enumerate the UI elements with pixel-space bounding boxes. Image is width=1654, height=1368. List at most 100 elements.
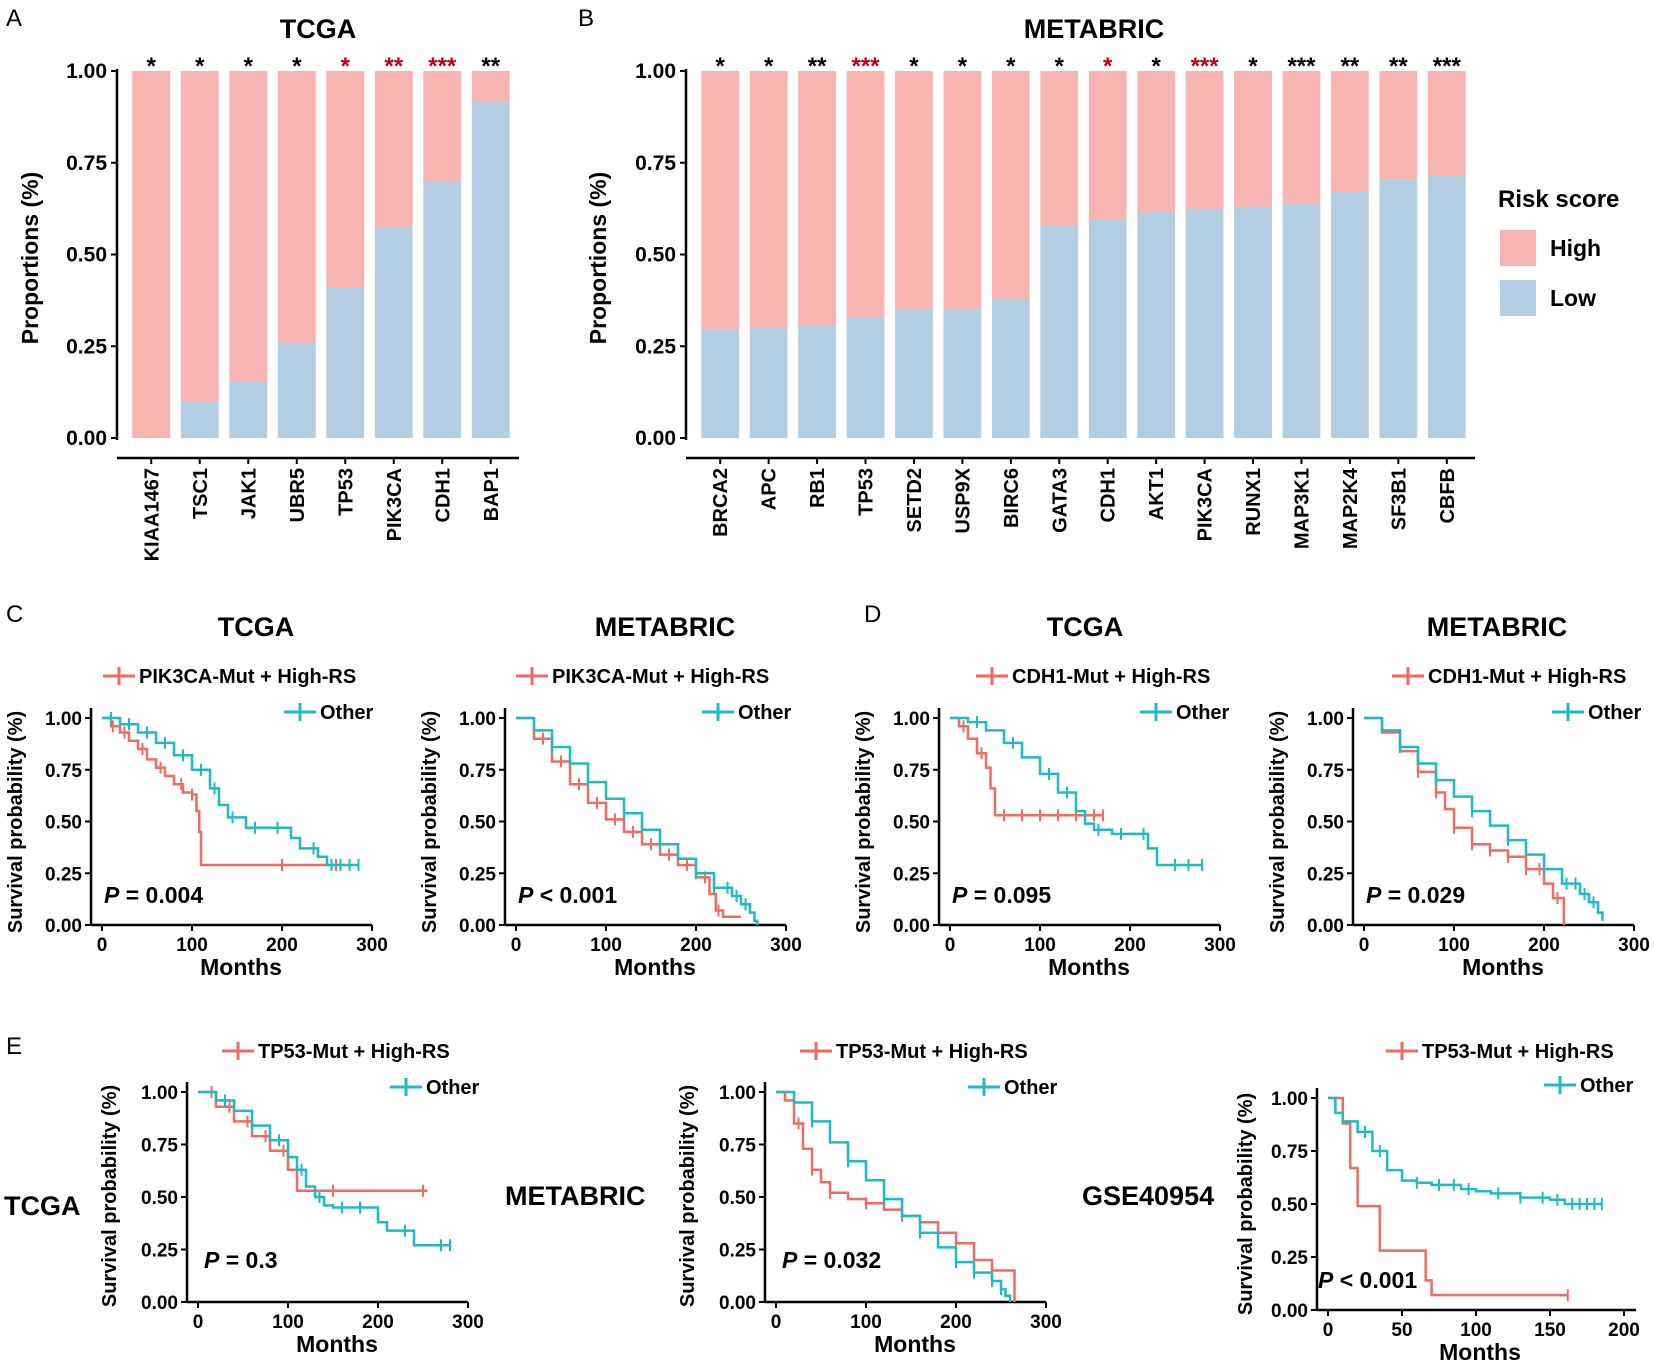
- x-tick-label: 200: [940, 1312, 972, 1333]
- panel-b-plot: *BRCA2*APC**RB1***TP53*SETD2*USP9X*BIRC6…: [635, 53, 1475, 549]
- significance-mark: **: [1389, 53, 1408, 80]
- gene-label: JAK1: [238, 468, 260, 519]
- gene-label: KIAA1467: [141, 468, 163, 561]
- significance-mark: ***: [1287, 53, 1316, 80]
- x-tick-label: 300: [770, 935, 802, 956]
- gene-label: USP9X: [952, 467, 974, 533]
- km-curve-mut: [1364, 716, 1566, 925]
- x-tick-label: 0: [511, 935, 522, 956]
- p-value-symbol: P: [518, 882, 534, 908]
- gene-label: PIK3CA: [384, 468, 406, 541]
- y-tick-label: 0.00: [635, 427, 676, 450]
- x-tick-label: 100: [272, 1312, 304, 1333]
- y-tick-label: 1.00: [893, 709, 930, 730]
- legend-marker-mut: [1392, 667, 1424, 685]
- legend-swatch-low: [1500, 280, 1536, 316]
- legend-marker-other: [1140, 703, 1172, 721]
- bar-low-TP53: [326, 287, 365, 438]
- panel-e1-plot: 0.00 0.25 0.50 0.75 1.00 0 100 200 300 Months TP53…: [141, 1041, 484, 1357]
- significance-mark: *: [195, 53, 205, 80]
- bar-high-TP53: [326, 71, 365, 288]
- bar-low-SF3B1: [1379, 179, 1418, 438]
- bar-low-APC: [749, 327, 788, 438]
- panel-c2-ylabel: Survival probability (%): [419, 711, 441, 933]
- p-value: P = 0.032: [782, 1247, 881, 1273]
- gene-label: GATA3: [1049, 468, 1071, 533]
- significance-mark: *: [1103, 53, 1113, 80]
- bar-high-CDH1: [1088, 71, 1127, 220]
- bar-low-AKT1: [1137, 212, 1176, 438]
- bar-low-USP9X: [943, 309, 982, 438]
- bar-low-RB1: [798, 326, 836, 438]
- bar-high-PIK3CA: [1185, 71, 1224, 209]
- bar-low-MAP3K1: [1282, 203, 1321, 438]
- x-tick-label: 100: [1438, 935, 1470, 956]
- p-value-symbol: P: [204, 1247, 220, 1273]
- x-tick-label: 300: [356, 935, 388, 956]
- x-tick-label: 0: [1359, 935, 1370, 956]
- y-tick-label: 0.75: [459, 761, 496, 782]
- x-tick-label: 200: [1114, 935, 1146, 956]
- y-tick-label: 0.25: [1271, 1248, 1308, 1269]
- x-tick-label: 150: [1534, 1320, 1566, 1341]
- x-tick-label: 300: [1618, 935, 1650, 956]
- y-tick-label: 0.25: [893, 864, 930, 885]
- p-value-text: = 0.3: [219, 1247, 277, 1273]
- significance-mark: *: [244, 53, 254, 80]
- legend-label-other: Other: [1176, 702, 1230, 724]
- x-tick-label: 300: [1204, 935, 1236, 956]
- bar-low-PIK3CA: [374, 226, 413, 438]
- bar-high-SF3B1: [1379, 71, 1418, 180]
- panel-a-ylabel: Proportions (%): [17, 172, 43, 345]
- bar-high-RUNX1: [1234, 71, 1272, 207]
- y-tick-label: 0.25: [635, 335, 676, 358]
- panel-e3-ylabel: Survival probability (%): [1235, 1093, 1257, 1315]
- km-curve-other: [950, 716, 1202, 867]
- significance-mark: *: [1151, 53, 1161, 80]
- x-tick-label: 200: [362, 1312, 394, 1333]
- significance-mark: ***: [852, 53, 881, 80]
- legend-label-other: Other: [738, 702, 792, 724]
- y-tick-label: 1.00: [45, 709, 82, 730]
- x-tick-label: 100: [850, 1312, 882, 1333]
- legend-marker-other: [1544, 1076, 1576, 1094]
- bar-low-BIRC6: [991, 298, 1030, 438]
- significance-mark: *: [1248, 53, 1258, 80]
- risk-score-legend: Risk score High Low: [1498, 186, 1619, 316]
- legend-label-other: Other: [1588, 702, 1642, 724]
- y-tick-label: 0.50: [893, 813, 930, 834]
- y-tick-label: 0.25: [141, 1241, 178, 1262]
- y-tick-label: 0.00: [1271, 1301, 1308, 1322]
- bar-high-PIK3CA: [374, 71, 413, 227]
- x-tick-label: 100: [1460, 1320, 1492, 1341]
- bar-low-BAP1: [471, 102, 510, 438]
- significance-mark: ***: [1433, 53, 1462, 80]
- y-tick-label: 1.00: [1307, 709, 1344, 730]
- x-tick-label: 100: [590, 935, 622, 956]
- bar-high-MAP3K1: [1282, 71, 1321, 204]
- legend-label-mut: CDH1-Mut + High-RS: [1428, 666, 1626, 688]
- y-tick-label: 1.00: [1271, 1089, 1308, 1110]
- x-tick-label: 100: [1024, 935, 1056, 956]
- y-tick-label: 0.75: [893, 761, 930, 782]
- significance-mark: ***: [428, 53, 457, 80]
- legend-marker-other: [1552, 703, 1584, 721]
- bar-low-UBR5: [277, 342, 316, 438]
- bar-high-TP53: [846, 71, 885, 317]
- significance-mark: *: [292, 53, 302, 80]
- km-curve-other: [102, 716, 359, 867]
- significance-mark: ***: [1191, 53, 1220, 80]
- y-tick-label: 0.00: [1307, 916, 1344, 937]
- x-tick-label: 0: [771, 1312, 782, 1333]
- bar-low-MAP2K4: [1331, 192, 1369, 438]
- gene-label: BAP1: [481, 468, 503, 521]
- panel-a-title: TCGA: [280, 14, 357, 44]
- gene-label: CBFB: [1437, 468, 1459, 524]
- bar-high-CBFB: [1427, 71, 1466, 176]
- p-value: P < 0.001: [518, 882, 617, 908]
- x-tick-label: 300: [452, 1312, 484, 1333]
- panel-b-title: METABRIC: [1024, 14, 1164, 44]
- y-tick-label: 0.00: [719, 1293, 756, 1314]
- y-tick-label: 0.50: [141, 1188, 178, 1209]
- panel-e1-ylabel: Survival probability (%): [99, 1085, 121, 1307]
